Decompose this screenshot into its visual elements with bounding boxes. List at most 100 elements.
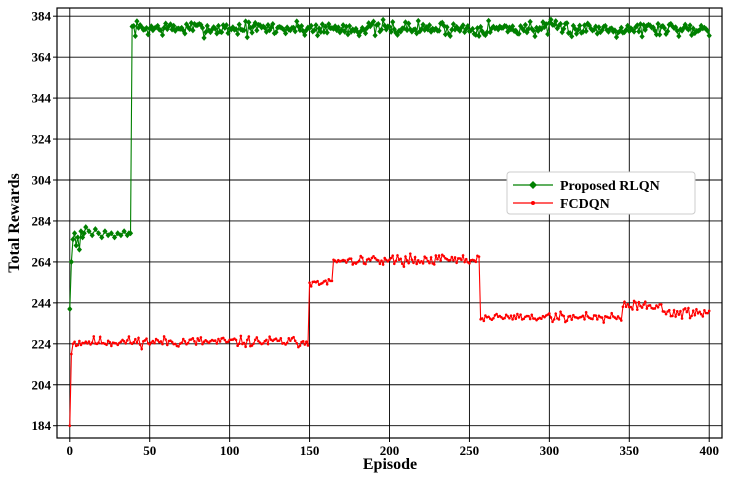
data-point <box>342 28 348 35</box>
data-point <box>512 314 516 317</box>
data-point <box>358 28 364 35</box>
data-point <box>495 312 498 316</box>
data-point <box>372 32 378 39</box>
data-point <box>514 317 518 321</box>
data-point <box>95 230 102 237</box>
data-point <box>404 255 407 258</box>
data-point <box>473 31 479 38</box>
data-point <box>487 29 493 36</box>
data-point <box>346 23 353 30</box>
data-point <box>116 343 120 347</box>
data-point <box>591 317 594 321</box>
data-point <box>268 335 271 339</box>
data-point <box>572 313 575 317</box>
data-point <box>448 258 452 262</box>
data-point <box>685 26 692 33</box>
data-point <box>298 344 302 347</box>
data-point <box>408 252 412 255</box>
data-point <box>674 315 677 318</box>
data-point <box>130 342 134 346</box>
data-point <box>402 265 406 268</box>
data-point <box>382 22 388 29</box>
data-point <box>551 320 554 324</box>
data-point <box>605 28 612 35</box>
data-point <box>330 279 334 283</box>
data-point <box>132 32 138 39</box>
data-point <box>703 26 709 33</box>
data-point <box>464 257 468 261</box>
data-point <box>71 342 75 346</box>
data-point <box>76 343 80 347</box>
data-point <box>621 305 625 309</box>
data-point <box>76 246 82 253</box>
data-point <box>596 24 602 31</box>
data-point <box>626 28 632 35</box>
data-point <box>511 318 514 321</box>
data-point <box>249 29 255 36</box>
data-point <box>295 23 301 30</box>
data-point <box>221 336 225 340</box>
data-point <box>378 26 385 33</box>
data-point <box>677 313 681 316</box>
data-point <box>400 262 404 266</box>
grid <box>57 8 722 438</box>
data-point <box>432 263 436 266</box>
data-point <box>416 258 420 262</box>
legend-box <box>506 171 696 215</box>
data-point <box>570 22 576 29</box>
data-point <box>641 21 647 28</box>
data-point <box>212 25 218 32</box>
legend-marker-fcdqn <box>531 201 535 205</box>
data-point <box>509 23 516 30</box>
data-point <box>500 24 506 31</box>
data-point <box>180 341 183 345</box>
data-point <box>428 261 431 265</box>
data-point <box>119 340 123 344</box>
data-point <box>616 315 620 318</box>
data-point <box>266 342 270 346</box>
data-point <box>659 303 663 306</box>
data-point <box>86 342 89 345</box>
data-point <box>270 20 276 27</box>
data-point <box>602 321 606 324</box>
x-tick-label: 300 <box>540 443 560 458</box>
data-point <box>619 319 623 322</box>
data-point <box>237 342 241 346</box>
data-point <box>661 25 668 32</box>
data-point <box>468 262 471 265</box>
data-point <box>517 316 521 319</box>
data-point <box>159 32 166 39</box>
x-axis-title: Episode <box>363 456 417 473</box>
data-point <box>431 26 437 33</box>
data-point <box>668 20 674 27</box>
data-point <box>97 341 100 344</box>
y-tick-label: 244 <box>32 295 52 310</box>
data-point <box>252 19 258 26</box>
data-point <box>298 22 305 29</box>
data-point <box>132 340 136 344</box>
data-point <box>148 343 152 346</box>
data-point <box>503 316 506 320</box>
data-point <box>68 258 74 265</box>
data-point <box>161 342 164 346</box>
data-point <box>442 254 446 258</box>
series-proposed-rlqn <box>67 16 712 312</box>
data-point <box>340 22 346 29</box>
data-point <box>182 30 188 37</box>
data-point <box>398 28 404 35</box>
data-point <box>669 23 676 30</box>
data-point <box>450 21 457 28</box>
data-point <box>468 27 474 34</box>
data-point <box>386 260 390 263</box>
y-tick-label: 344 <box>32 91 52 106</box>
data-point <box>477 255 481 258</box>
data-point <box>527 18 533 25</box>
data-point <box>568 314 572 318</box>
data-point <box>199 24 206 31</box>
data-point <box>593 23 599 30</box>
data-point <box>553 18 559 25</box>
data-point <box>233 26 239 33</box>
data-point <box>138 343 142 346</box>
data-point <box>131 23 137 30</box>
data-point <box>404 27 410 34</box>
